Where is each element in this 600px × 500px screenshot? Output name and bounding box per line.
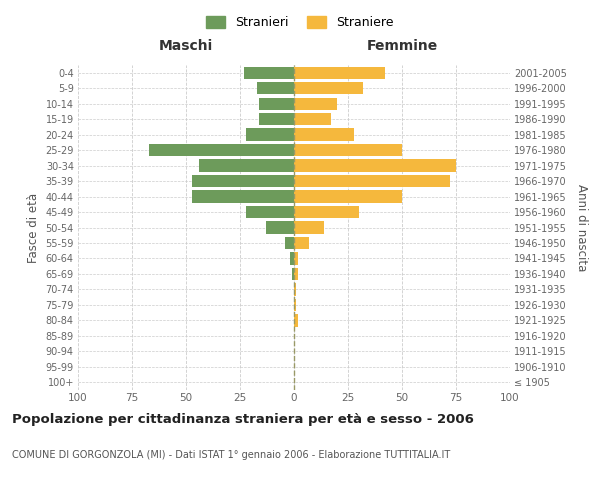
Bar [294,237,309,249]
Bar [247,128,294,141]
Bar [294,206,359,218]
Bar [292,268,294,280]
Bar [294,66,385,79]
Bar [294,190,402,202]
Bar [259,113,294,126]
Bar [193,190,294,202]
Bar [244,66,294,79]
Bar [294,222,324,234]
Bar [290,252,294,264]
Text: Femmine: Femmine [367,38,437,52]
Y-axis label: Fasce di età: Fasce di età [27,192,40,262]
Text: Popolazione per cittadinanza straniera per età e sesso - 2006: Popolazione per cittadinanza straniera p… [12,412,474,426]
Bar [294,113,331,126]
Bar [247,206,294,218]
Bar [266,222,294,234]
Legend: Stranieri, Straniere: Stranieri, Straniere [202,11,398,34]
Bar [257,82,294,94]
Bar [294,128,355,141]
Text: COMUNE DI GORGONZOLA (MI) - Dati ISTAT 1° gennaio 2006 - Elaborazione TUTTITALIA: COMUNE DI GORGONZOLA (MI) - Dati ISTAT 1… [12,450,450,460]
Bar [294,82,363,94]
Bar [199,160,294,172]
Bar [294,144,402,156]
Bar [294,98,337,110]
Y-axis label: Anni di nascita: Anni di nascita [575,184,589,271]
Bar [286,237,294,249]
Bar [149,144,294,156]
Bar [193,175,294,188]
Bar [294,160,456,172]
Bar [294,298,296,311]
Bar [294,252,298,264]
Text: Maschi: Maschi [159,38,213,52]
Bar [259,98,294,110]
Bar [294,268,298,280]
Bar [294,283,296,296]
Bar [294,175,449,188]
Bar [294,314,298,326]
